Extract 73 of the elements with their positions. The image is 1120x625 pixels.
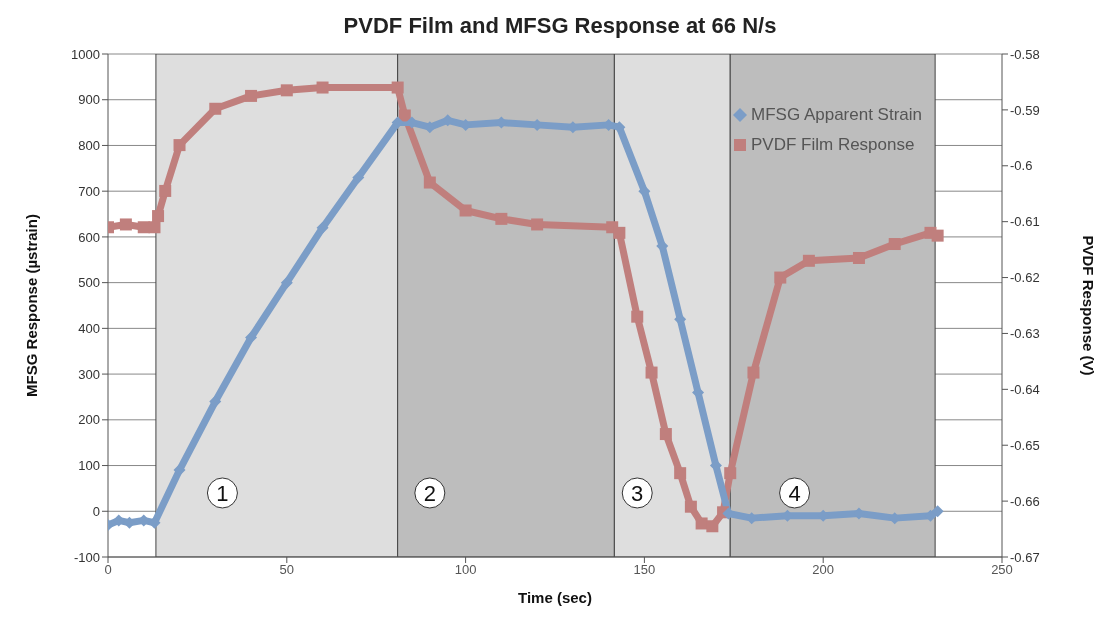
point: [674, 467, 687, 480]
point: [888, 238, 901, 251]
y-tick-label: 500: [78, 275, 100, 291]
y-tick-label: 900: [78, 92, 100, 108]
x-tick-label: 200: [812, 562, 835, 578]
y2-tick-label: -0.62: [1010, 270, 1040, 286]
point: [173, 139, 186, 152]
y-tick-label: -100: [73, 549, 100, 565]
point: [931, 505, 944, 518]
y2-tick-label: -0.58: [1010, 46, 1040, 62]
point: [280, 84, 293, 97]
y2-axis-title: PVDF Response (V): [1079, 235, 1097, 376]
point: [802, 254, 815, 267]
point: [531, 218, 544, 231]
annotation: 3: [631, 480, 644, 506]
y-tick-label: 700: [78, 183, 100, 199]
point: [495, 212, 508, 225]
x-tick-label: 250: [991, 562, 1013, 578]
y-tick-label: 800: [78, 138, 100, 154]
x-tick-label: 50: [279, 562, 295, 578]
y-tick-label: 100: [78, 458, 100, 474]
y2-tick-label: -0.66: [1010, 493, 1040, 509]
y-tick-label: 400: [78, 320, 100, 336]
point: [659, 428, 672, 441]
point: [459, 204, 472, 217]
y2-tick-label: -0.59: [1010, 102, 1040, 118]
point: [316, 221, 329, 234]
y-axis-title: MFSG Response (µstrain): [23, 214, 41, 397]
x-tick-label: 150: [633, 562, 656, 578]
point: [613, 226, 626, 239]
y-tick-label: 1000: [71, 46, 100, 62]
point: [631, 310, 644, 323]
point: [645, 366, 658, 379]
point: [391, 116, 404, 129]
point: [245, 89, 258, 102]
point: [119, 218, 132, 231]
chart-title: PVDF Film and MFSG Response at 66 N/s: [342, 12, 778, 40]
y2-tick-label: -0.64: [1010, 381, 1040, 397]
point: [391, 81, 404, 94]
y2-tick-label: -0.67: [1010, 549, 1040, 565]
point: [159, 184, 172, 197]
point: [209, 395, 222, 408]
y2-tick-label: -0.65: [1010, 437, 1040, 453]
y-tick-label: 200: [78, 412, 100, 428]
legend-label: MFSG Apparent Strain: [751, 104, 923, 126]
point: [152, 210, 165, 223]
point: [280, 276, 293, 289]
y2-tick-label: -0.63: [1010, 326, 1040, 342]
y-tick-label: 600: [78, 229, 100, 245]
x-axis-title: Time (sec): [518, 589, 592, 606]
point: [209, 102, 222, 115]
point: [724, 467, 737, 480]
x-tick-label: 100: [454, 562, 477, 578]
annotation: 1: [216, 480, 229, 506]
point: [423, 176, 436, 189]
point: [316, 81, 329, 94]
annotation: 2: [423, 480, 436, 506]
point: [852, 251, 865, 264]
point: [684, 500, 697, 513]
point: [398, 109, 411, 122]
y-tick-label: 300: [78, 366, 100, 382]
y2-tick-label: -0.61: [1010, 214, 1040, 230]
point: [706, 520, 719, 533]
y-tick-label: 0: [92, 503, 100, 519]
point: [931, 229, 944, 242]
annotation: 4: [788, 480, 801, 506]
y2-tick-label: -0.6: [1010, 158, 1033, 174]
point: [774, 271, 787, 284]
point: [747, 366, 760, 379]
point: [352, 171, 365, 184]
point: [245, 331, 258, 344]
x-tick-label: 0: [104, 562, 112, 578]
legend-label: PVDF Film Response: [751, 134, 915, 156]
